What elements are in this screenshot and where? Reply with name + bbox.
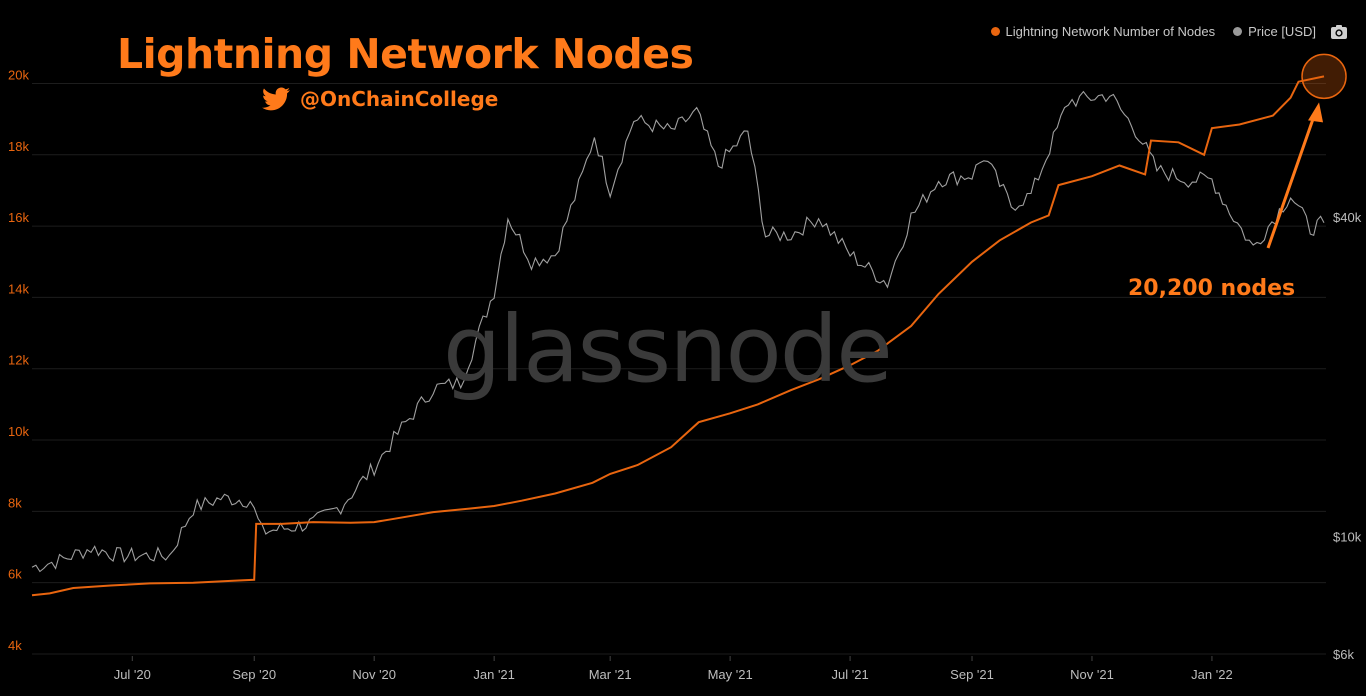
y-left-tick-label: 16k <box>8 210 29 225</box>
y-left-tick-label: 10k <box>8 424 29 439</box>
x-tick-label: Jan '21 <box>473 667 515 682</box>
y-right-tick-label: $10k <box>1333 529 1362 544</box>
annotation-arrow-head <box>1308 102 1324 123</box>
x-tick-label: Jul '20 <box>114 667 151 682</box>
legend-item-nodes[interactable]: Lightning Network Number of Nodes <box>990 24 1216 39</box>
y-left-tick-label: 4k <box>8 638 22 653</box>
annotation-label: 20,200 nodes <box>1128 276 1296 301</box>
annotation-arrow-line <box>1266 109 1318 249</box>
y-right-tick-label: $40k <box>1333 210 1362 225</box>
legend-label-price: Price [USD] <box>1248 24 1316 39</box>
camera-icon[interactable] <box>1330 23 1348 41</box>
legend-dot-price <box>1233 27 1243 36</box>
y-left-tick-label: 14k <box>8 281 29 296</box>
x-tick-label: Nov '21 <box>1070 667 1114 682</box>
latest-value-highlight <box>1301 53 1347 100</box>
x-tick-label: Jul '21 <box>832 667 869 682</box>
x-tick-label: Sep '21 <box>950 667 994 682</box>
twitter-handle-group: @OnChainCollege <box>262 87 498 111</box>
y-left-tick-label: 12k <box>8 353 29 368</box>
glassnode-watermark: glassnode <box>443 296 893 403</box>
y-left-tick-label: 18k <box>8 139 29 154</box>
legend-dot-nodes <box>990 27 1000 36</box>
y-right-tick-label: $6k <box>1333 647 1354 662</box>
price-series-line <box>31 90 1325 573</box>
x-tick-label: Nov '20 <box>352 667 396 682</box>
nodes-series-line <box>31 75 1325 597</box>
x-tick-label: Jan '22 <box>1191 667 1233 682</box>
y-left-tick-label: 8k <box>8 495 22 510</box>
x-tick-label: Sep '20 <box>232 667 276 682</box>
twitter-icon <box>262 87 290 111</box>
y-left-tick-label: 6k <box>8 567 22 582</box>
twitter-handle: @OnChainCollege <box>300 87 499 111</box>
legend: Lightning Network Number of Nodes Price … <box>990 24 1316 39</box>
legend-label-nodes: Lightning Network Number of Nodes <box>1005 24 1216 39</box>
x-tick-label: Mar '21 <box>589 667 632 682</box>
legend-item-price[interactable]: Price [USD] <box>1233 24 1316 39</box>
x-tick-label: May '21 <box>708 667 753 682</box>
y-left-tick-label: 20k <box>8 67 29 82</box>
chart-title: Lightning Network Nodes <box>117 30 694 78</box>
